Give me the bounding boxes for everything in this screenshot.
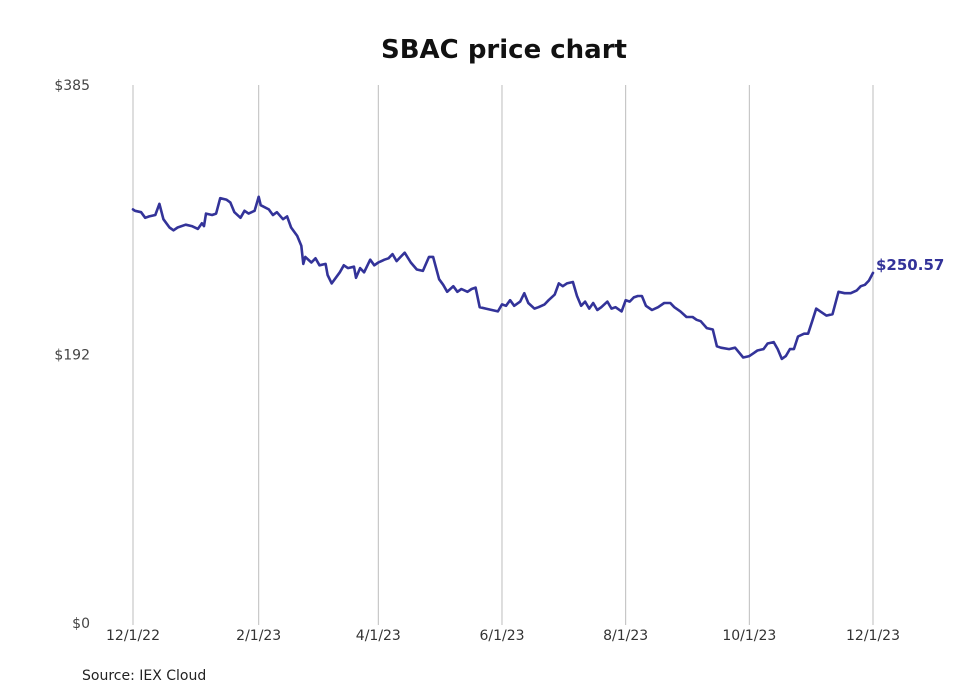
x-tick-label: 12/1/23 [846, 628, 900, 644]
last-value-label: $250.57 [876, 256, 944, 274]
x-tick-label: 6/1/23 [479, 628, 524, 644]
gridlines [132, 85, 874, 625]
x-tick-label: 12/1/22 [106, 628, 160, 644]
chart-title: SBAC price chart [381, 35, 627, 65]
x-tick-label: 10/1/23 [722, 628, 776, 644]
x-tick-label: 4/1/23 [356, 628, 401, 644]
source-note: Source: IEX Cloud [82, 668, 207, 684]
y-tick-label: $192 [54, 348, 90, 364]
x-axis: 12/1/22 2/1/23 4/1/23 6/1/23 8/1/23 10/1/23 12… [106, 628, 900, 644]
y-tick-label: $385 [54, 78, 90, 94]
price-series: $250.57 [131, 195, 944, 361]
y-axis: $385 $192 $0 [54, 78, 90, 632]
x-tick-label: 2/1/23 [236, 628, 281, 644]
price-line [131, 195, 875, 361]
y-tick-label: $0 [72, 616, 90, 632]
x-tick-label: 8/1/23 [603, 628, 648, 644]
